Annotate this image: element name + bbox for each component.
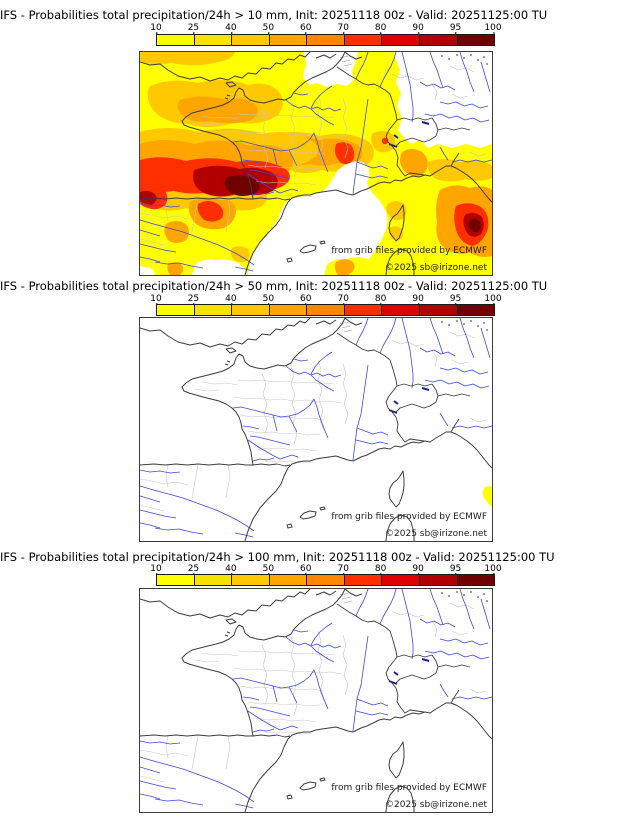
colorbar-segment	[269, 35, 308, 45]
colorbar-tick-label: 95	[449, 564, 462, 576]
colorbar-segment	[419, 575, 458, 585]
colorbar-tick-label: 50	[262, 23, 275, 35]
colorbar-tick-label: 50	[262, 564, 275, 576]
colorbar-tick-label: 100	[484, 23, 502, 35]
colorbar-tick-label: 70	[337, 564, 349, 576]
colorbar-segment	[157, 575, 195, 585]
colorbar-tick-label: 90	[412, 294, 424, 306]
panel1-title: IFS - Probabilities total precipitation/…	[0, 8, 548, 22]
colorbar-segment	[382, 35, 420, 45]
colorbar-segment	[194, 305, 233, 315]
attribution-source: from grib files provided by ECMWF	[331, 512, 487, 522]
colorbar-segment	[232, 305, 270, 315]
colorbar-bar	[156, 304, 495, 316]
colorbar-tick-label: 10	[150, 23, 162, 35]
attribution-copyright: ©2025 sb@irizone.net	[385, 263, 487, 273]
colorbar-segment	[307, 575, 345, 585]
colorbar-segment	[344, 575, 383, 585]
colorbar-segment	[157, 305, 195, 315]
attribution-source: from grib files provided by ECMWF	[331, 246, 487, 256]
colorbar-segment	[157, 35, 195, 45]
colorbar-tick-label: 40	[225, 23, 237, 35]
colorbar-segment	[232, 575, 270, 585]
colorbar-tick-label: 70	[337, 23, 349, 35]
panel3-title: IFS - Probabilities total precipitation/…	[0, 550, 555, 564]
colorbar-tick-label: 100	[484, 294, 502, 306]
map-100mm: from grib files provided by ECMWF ©2025 …	[139, 588, 493, 813]
colorbar-tick-label: 95	[449, 294, 462, 306]
colorbar-tick-label: 100	[484, 564, 502, 576]
colorbar-segment	[194, 575, 233, 585]
colorbar-tick-label: 10	[150, 564, 162, 576]
colorbar-bar	[156, 34, 495, 46]
colorbar-ticks: 10 25 40 50 60 70 80 90 95 100	[150, 23, 502, 36]
colorbar-tick-label: 80	[374, 294, 387, 306]
colorbar-tick-label: 80	[374, 564, 387, 576]
map-10mm: from grib files provided by ECMWF ©2025 …	[139, 51, 493, 276]
colorbar-tick-label: 60	[300, 23, 312, 35]
colorbar-segment	[344, 35, 383, 45]
colorbar-segment	[382, 305, 420, 315]
attribution-copyright: ©2025 sb@irizone.net	[385, 800, 487, 810]
colorbar-segment	[232, 35, 270, 45]
colorbar-tick-label: 60	[300, 294, 312, 306]
colorbar-tick-label: 10	[150, 294, 162, 306]
attribution-copyright: ©2025 sb@irizone.net	[385, 529, 487, 539]
colorbar-segment	[457, 35, 495, 45]
attribution-source: from grib files provided by ECMWF	[331, 783, 487, 793]
colorbar-tick-label: 95	[449, 23, 462, 35]
colorbar-tick-label: 70	[337, 294, 349, 306]
colorbar-tick-label: 90	[412, 23, 424, 35]
colorbar-segment	[382, 575, 420, 585]
colorbar-tick-label: 50	[262, 294, 275, 306]
colorbar-segment	[457, 575, 495, 585]
colorbar-bar	[156, 574, 495, 586]
colorbar-segment	[419, 305, 458, 315]
colorbar-segment	[419, 35, 458, 45]
colorbar-tick-label: 25	[187, 564, 200, 576]
colorbar-tick-label: 40	[225, 294, 237, 306]
colorbar-segment	[194, 35, 233, 45]
colorbar-tick-label: 25	[187, 294, 200, 306]
colorbar-segment	[457, 305, 495, 315]
colorbar-segment	[307, 305, 345, 315]
colorbar-segment	[307, 35, 345, 45]
colorbar-tick-label: 60	[300, 564, 312, 576]
colorbar-segment	[344, 305, 383, 315]
colorbar-tick-label: 90	[412, 564, 424, 576]
colorbar-tick-label: 80	[374, 23, 387, 35]
map-50mm: from grib files provided by ECMWF ©2025 …	[139, 317, 493, 542]
colorbar-segment	[269, 575, 308, 585]
colorbar-tick-label: 40	[225, 564, 237, 576]
colorbar-tick-label: 25	[187, 23, 200, 35]
colorbar-segment	[269, 305, 308, 315]
panel2-title: IFS - Probabilities total precipitation/…	[0, 279, 548, 293]
